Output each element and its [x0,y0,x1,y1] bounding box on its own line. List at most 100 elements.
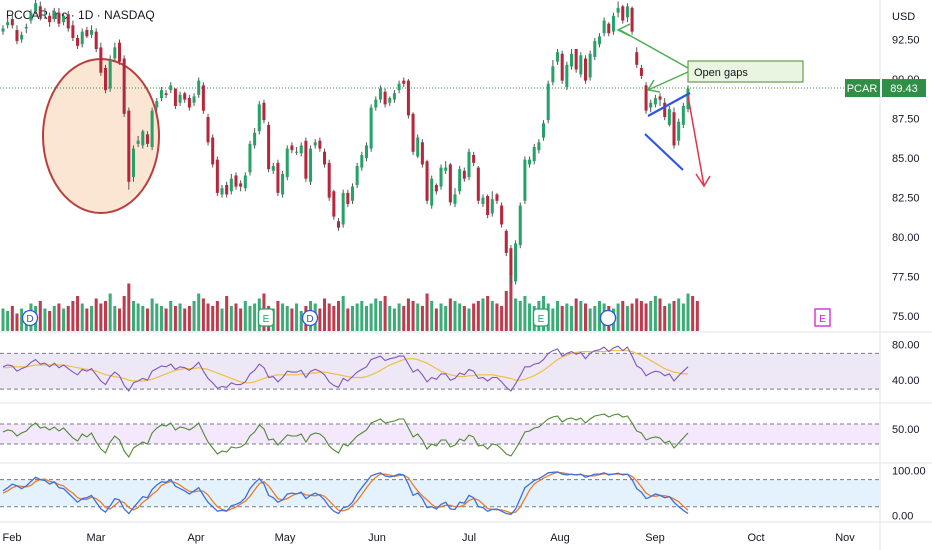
candle-body [34,3,38,12]
volume-bar [439,303,443,331]
volume-bar [327,303,331,331]
volume-bar [583,303,587,331]
candle-body [150,110,154,148]
volume-bar [43,308,47,331]
volume-bar [145,308,149,331]
candle-body [71,25,75,38]
candle-body [672,112,676,146]
candle-body [583,58,587,81]
volume-bar [686,293,690,331]
candle-body [136,140,140,144]
volume-bar [481,298,485,331]
volume-bar [10,306,14,331]
volume-bar [192,301,196,331]
volume-bar [500,306,504,331]
volume-bar [402,306,406,331]
candle-body [169,85,173,91]
volume-bar [663,306,667,331]
volume-bar [458,303,462,331]
volume-bar [355,303,359,331]
candle-body [234,175,238,187]
candle-body [155,101,159,108]
volume-bar [639,301,643,331]
volume-bar [369,303,373,331]
volume-bar [397,303,401,331]
volume-bar [621,301,625,331]
volume-bar [360,301,364,331]
volume-bar [332,306,336,331]
volume-bar [420,306,424,331]
earnings-marker-label: E [263,314,270,325]
candle-body [458,169,462,192]
volume-bar [476,301,480,331]
candle-body [262,102,266,121]
stoch-tick-label: 100.00 [892,466,926,478]
candle-body [406,80,410,116]
x-tick-label: Apr [187,532,204,544]
volume-bar [253,303,257,331]
candle-body [80,31,84,45]
volume-bar [136,303,140,331]
volume-bar [448,298,452,331]
candle-body [281,173,285,195]
price-tick-label: 92.50 [892,35,920,47]
volume-bar [131,301,135,331]
volume-bar [15,313,19,331]
volume-bar [364,306,368,331]
candle-body [336,221,341,228]
volume-bar [374,298,378,331]
earnings-marker-label: E [538,314,545,325]
candle-body [411,113,415,152]
candle-body [635,52,639,65]
candle-body [630,7,634,32]
candle-body [476,167,480,201]
candle-body [509,248,513,276]
candle-body [556,52,560,62]
volume-bar [444,306,448,331]
volume-bar [76,296,80,331]
cci-band [0,424,880,444]
candle-body [537,142,541,151]
volume-bar [276,301,280,331]
annotation-text: Open gaps [694,67,748,79]
price-tick-label: 80.00 [892,232,920,244]
volume-bar [57,303,61,331]
volume-bar [691,296,695,331]
x-tick-label: Oct [747,532,764,544]
volume-bar [630,303,634,331]
candle-body [392,93,396,100]
x-tick-label: Nov [835,532,855,544]
exchange-label: NASDAQ [104,8,155,22]
candle-body [318,140,322,149]
volume-bar [85,308,89,331]
candle-body [290,145,294,151]
candle-body [85,30,89,37]
candle-body [76,37,80,46]
candle-body [127,110,131,182]
candle-body [569,53,574,67]
candle-body [369,107,373,149]
candle-body [444,167,448,171]
candle-body [439,167,443,187]
candle-body [248,143,252,173]
candle-body [397,83,401,91]
candle-body [667,109,671,125]
symbol-title[interactable]: PCCAR Inc [6,8,68,22]
candle-body [173,88,177,106]
price-tick-label: 87.50 [892,114,920,126]
candle-body [183,93,187,100]
earnings-marker [532,308,550,327]
candle-body [416,137,420,157]
interval-label[interactable]: 1D [78,8,94,22]
candle-body [206,116,210,143]
candle-body [20,34,24,40]
x-tick-label: Jul [462,532,476,544]
candle-body [164,93,168,95]
volume-bar [695,301,699,331]
volume-bar [141,306,145,331]
rsi-line [2,345,689,392]
volume-bar [490,301,494,331]
volume-bar [425,293,429,331]
candle-body [131,148,135,178]
